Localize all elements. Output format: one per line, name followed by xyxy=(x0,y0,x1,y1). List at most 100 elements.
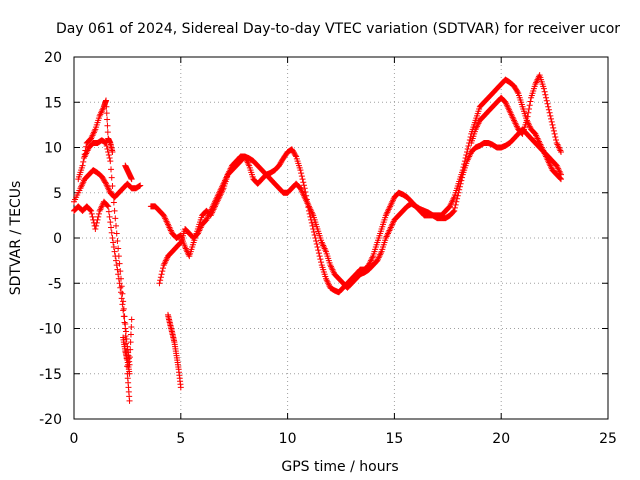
y-tick-label: -5 xyxy=(48,276,62,292)
data-point xyxy=(114,238,121,245)
data-point xyxy=(451,207,458,214)
data-point xyxy=(454,195,461,202)
y-tick-label: -15 xyxy=(39,367,62,383)
data-point xyxy=(94,216,101,223)
data-point xyxy=(546,109,553,116)
data-point xyxy=(160,265,166,272)
data-point xyxy=(115,245,122,252)
data-point xyxy=(93,219,100,226)
data-point xyxy=(313,238,320,245)
x-tick-label: 20 xyxy=(492,431,510,447)
data-point xyxy=(558,149,565,156)
data-point xyxy=(127,339,134,346)
data-point xyxy=(548,115,555,122)
data-point xyxy=(110,244,117,251)
data-point xyxy=(108,229,115,236)
x-tick-label: 0 xyxy=(70,431,79,447)
data-point xyxy=(105,208,112,215)
x-tick-label: 15 xyxy=(385,431,403,447)
data-point xyxy=(549,121,556,128)
data-point xyxy=(121,319,128,326)
data-point xyxy=(456,186,463,193)
data-point xyxy=(128,176,135,183)
data-point xyxy=(106,213,113,220)
data-point xyxy=(111,207,118,214)
data-point xyxy=(459,174,466,181)
data-point xyxy=(558,171,565,178)
data-point xyxy=(108,174,115,181)
data-point xyxy=(127,331,134,338)
data-point xyxy=(300,182,307,189)
data-point xyxy=(103,97,110,104)
data-point xyxy=(95,213,102,220)
data-point xyxy=(119,290,126,297)
data-point xyxy=(298,170,305,177)
x-tick-label: 5 xyxy=(176,431,185,447)
data-point xyxy=(103,139,110,146)
data-point xyxy=(126,370,133,377)
data-point xyxy=(114,266,121,273)
data-point xyxy=(108,224,115,231)
data-point xyxy=(117,284,124,291)
data-point xyxy=(118,283,125,290)
data-point xyxy=(122,328,129,335)
data-point xyxy=(313,241,320,248)
data-point xyxy=(292,152,299,159)
data-point xyxy=(123,336,130,343)
data-point xyxy=(524,113,531,120)
data-point xyxy=(311,231,318,238)
x-axis: 0 5 10 15 20 25 xyxy=(70,57,617,447)
data-point xyxy=(115,271,122,278)
y-tick-label: 5 xyxy=(53,186,62,202)
data-point xyxy=(557,175,564,182)
data-point xyxy=(526,102,533,109)
data-point xyxy=(107,219,114,226)
data-point xyxy=(118,295,125,302)
data-point xyxy=(110,239,117,246)
y-tick-label: 0 xyxy=(53,231,62,247)
data-point xyxy=(514,88,521,95)
data-point xyxy=(80,158,87,165)
data-point xyxy=(108,166,115,173)
data-point xyxy=(93,222,100,229)
data-point xyxy=(550,124,557,131)
data-point xyxy=(88,210,95,217)
data-point xyxy=(297,167,304,174)
data-point xyxy=(137,182,144,189)
data-point xyxy=(92,225,99,232)
data-point xyxy=(544,100,551,107)
data-point xyxy=(121,313,128,320)
data-point xyxy=(298,173,305,180)
data-point xyxy=(548,118,555,125)
data-point xyxy=(310,228,317,235)
data-point xyxy=(525,106,532,113)
data-point xyxy=(111,248,118,255)
data-point xyxy=(157,277,164,284)
data-point xyxy=(550,127,557,134)
data-point xyxy=(113,257,120,264)
data-point xyxy=(122,320,129,327)
data-point xyxy=(465,142,472,149)
x-tick-label: 10 xyxy=(279,431,297,447)
data-point xyxy=(104,116,111,123)
data-point xyxy=(545,103,552,110)
data-point xyxy=(109,182,116,189)
data-point xyxy=(112,215,119,222)
data-point xyxy=(450,208,457,215)
y-axis-label: SDTVAR / TECUs xyxy=(8,181,24,296)
data-point xyxy=(543,94,550,101)
data-point xyxy=(103,103,110,110)
data-point xyxy=(458,177,465,184)
data-point xyxy=(451,204,458,211)
y-tick-label: -10 xyxy=(39,322,62,338)
data-point xyxy=(545,106,552,113)
x-tick-label: 25 xyxy=(599,431,617,447)
data-point xyxy=(547,112,554,119)
x-axis-label: GPS time / hours xyxy=(281,459,398,475)
data-point xyxy=(110,199,117,206)
data-point xyxy=(113,230,120,237)
data-point xyxy=(120,298,127,305)
data-point xyxy=(87,207,94,214)
data-point xyxy=(102,179,109,186)
